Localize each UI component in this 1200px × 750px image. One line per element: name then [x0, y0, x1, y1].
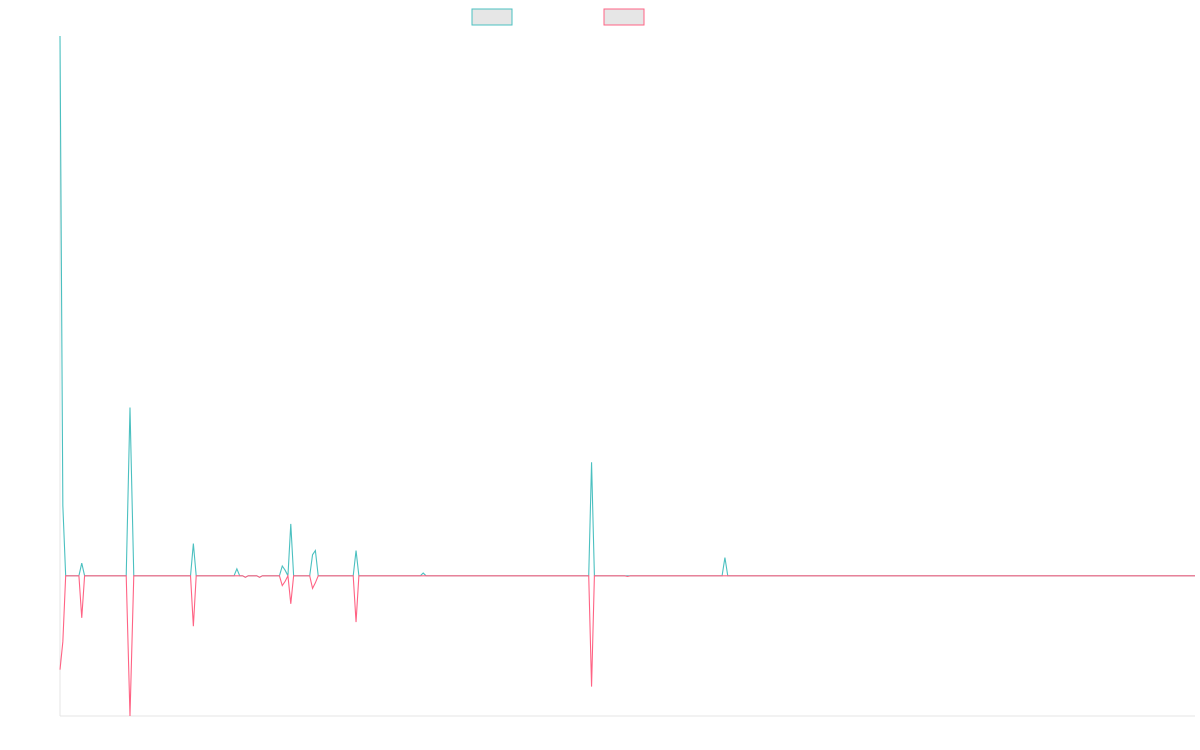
chart-axes	[59, 36, 1195, 717]
legend-swatch-2[interactable]	[603, 8, 645, 26]
chart-series	[59, 35, 1195, 717]
series-line-2	[59, 573, 1195, 717]
series-line-1	[59, 35, 1195, 578]
legend-swatch-1[interactable]	[471, 8, 513, 26]
chart-legend	[471, 8, 645, 26]
